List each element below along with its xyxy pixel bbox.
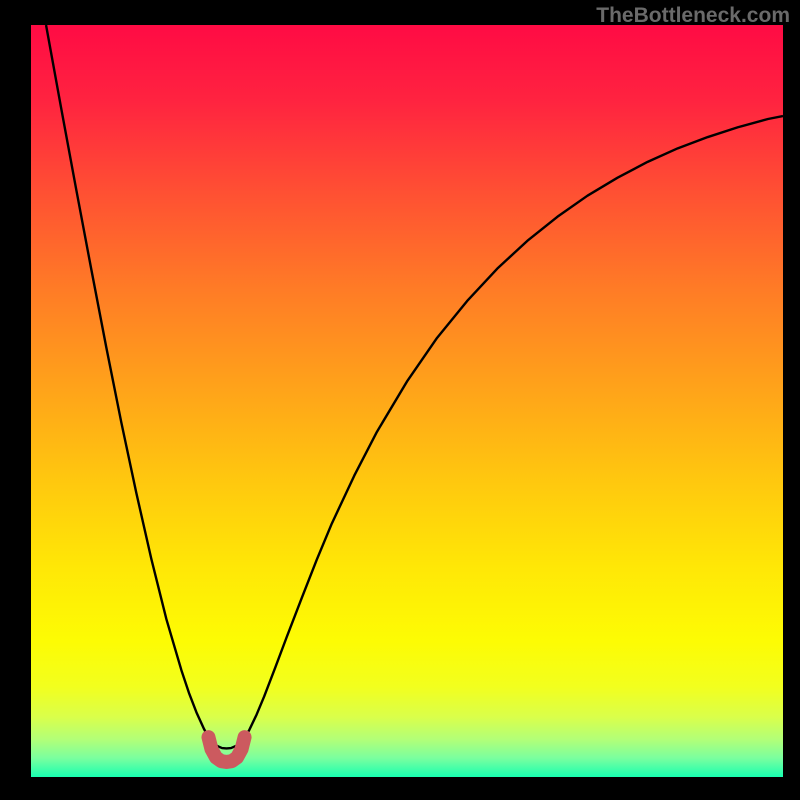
watermark-text: TheBottleneck.com — [596, 4, 790, 28]
plot-area — [31, 25, 783, 777]
gradient-background — [31, 25, 783, 777]
plot-svg — [31, 25, 783, 777]
chart-frame: TheBottleneck.com — [0, 0, 800, 800]
